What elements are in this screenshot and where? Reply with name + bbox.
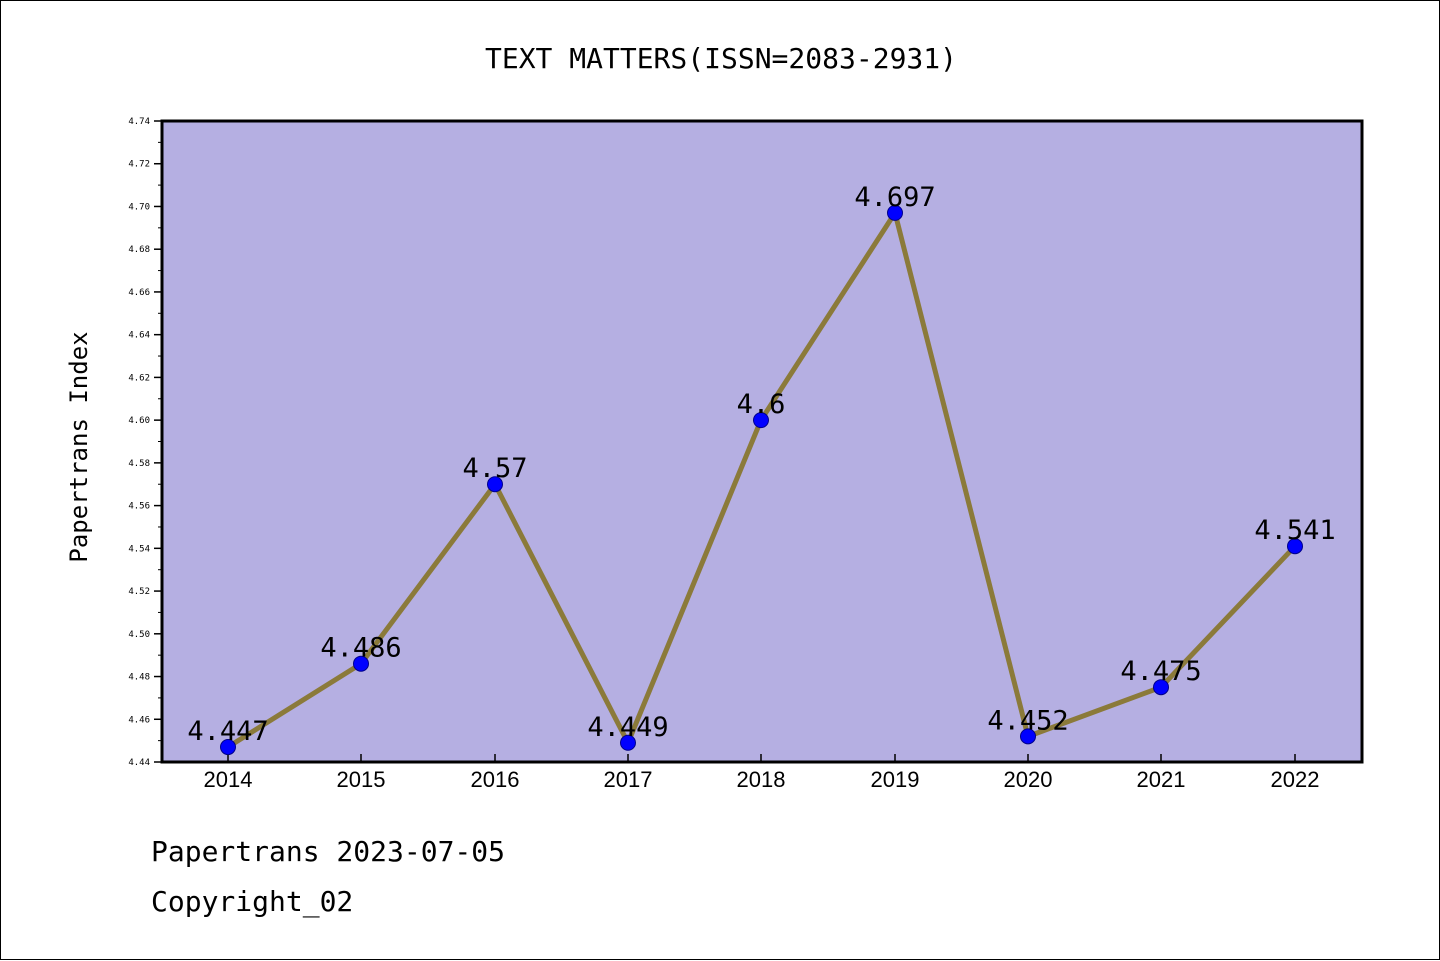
data-point	[220, 739, 236, 756]
data-point	[1153, 679, 1169, 696]
y-tick-label: 4.64	[128, 331, 150, 341]
x-tick-label: 2014	[204, 767, 253, 792]
y-tick-label: 4.70	[128, 202, 150, 212]
y-tick-label: 4.58	[128, 459, 150, 469]
data-label: 4.486	[320, 633, 401, 664]
chart-title: TEXT MATTERS(ISSN=2083-2931)	[485, 42, 957, 75]
data-label: 4.57	[462, 453, 527, 484]
data-point	[1287, 538, 1303, 555]
footer-copyright: Copyright_02	[151, 885, 354, 918]
x-tick-label: 2018	[737, 767, 786, 792]
data-point	[887, 204, 903, 221]
data-label: 4.697	[854, 182, 935, 213]
plot-border	[160, 119, 1364, 764]
y-tick-label: 4.68	[128, 245, 150, 255]
y-tick-label: 4.60	[128, 416, 150, 426]
data-point	[620, 734, 636, 751]
y-tick-label: 4.72	[128, 160, 150, 170]
y-axis-label: Papertrans Index	[65, 331, 93, 562]
y-tick-label: 4.66	[128, 288, 150, 298]
data-label: 4.449	[587, 712, 668, 743]
data-label: 4.447	[187, 716, 268, 747]
y-tick-label: 4.54	[128, 544, 150, 554]
data-point	[753, 412, 769, 429]
y-tick-label: 4.62	[128, 373, 150, 383]
x-tick-label: 2017	[604, 767, 653, 792]
y-tick-label: 4.52	[128, 587, 150, 597]
data-point	[1020, 728, 1036, 745]
y-tick-label: 4.48	[128, 673, 150, 683]
y-tick-label: 4.74	[128, 117, 150, 127]
data-label: 4.6	[737, 389, 786, 420]
data-point	[487, 476, 503, 493]
y-tick-label: 4.50	[128, 630, 150, 640]
y-axis: 4.44 4.46 4.48 4.50 4.52 4.54 4.56 4.58 4.60 4.62…	[128, 117, 162, 768]
x-tick-label: 2016	[471, 767, 520, 792]
y-tick-label: 4.56	[128, 502, 150, 512]
data-label: 4.475	[1120, 656, 1201, 687]
y-tick-label: 4.44	[128, 758, 150, 768]
x-tick-label: 2021	[1137, 767, 1186, 792]
y-tick-label: 4.46	[128, 715, 150, 725]
data-label: 4.541	[1254, 515, 1335, 546]
plot-area	[162, 121, 1362, 762]
footer-date: Papertrans 2023-07-05	[151, 835, 506, 868]
x-tick-label: 2022	[1271, 767, 1320, 792]
x-tick-label: 2020	[1004, 767, 1053, 792]
data-point	[353, 655, 369, 672]
series-layer	[220, 204, 1303, 756]
data-label-layer: 4.447 4.486 4.57 4.449 4.6 4.697 4.452 4.475 4.5…	[187, 182, 1335, 747]
x-tick-label: 2019	[871, 767, 920, 792]
x-tick-label: 2015	[337, 767, 386, 792]
data-label: 4.452	[987, 705, 1068, 736]
x-axis: 2014 2015 2016 2017 2018 2019 2020 2021 2022	[204, 754, 1320, 792]
